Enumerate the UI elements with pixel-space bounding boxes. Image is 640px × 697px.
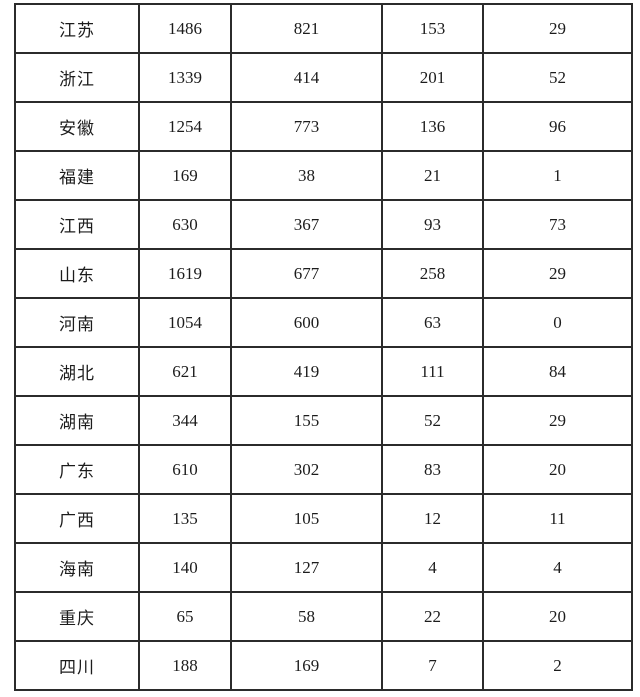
value-cell: 773 [231, 102, 383, 152]
value-cell: 344 [139, 396, 232, 446]
value-cell: 38 [231, 151, 383, 201]
value-cell: 20 [483, 445, 632, 495]
value-cell: 188 [139, 641, 232, 691]
value-cell: 1339 [139, 53, 232, 103]
table-row: 山东 1619 677 258 29 [15, 249, 632, 299]
value-cell: 96 [483, 102, 632, 152]
value-cell: 155 [231, 396, 383, 446]
value-cell: 302 [231, 445, 383, 495]
value-cell: 821 [231, 4, 383, 54]
value-cell: 7 [382, 641, 484, 691]
value-cell: 600 [231, 298, 383, 348]
region-name-cell: 安徽 [15, 102, 140, 152]
value-cell: 1 [483, 151, 632, 201]
table-row: 广西 135 105 12 11 [15, 494, 632, 544]
region-name-cell: 重庆 [15, 592, 140, 642]
value-cell: 136 [382, 102, 484, 152]
value-cell: 4 [483, 543, 632, 593]
table-row: 河南 1054 600 63 0 [15, 298, 632, 348]
value-cell: 11 [483, 494, 632, 544]
value-cell: 105 [231, 494, 383, 544]
value-cell: 58 [231, 592, 383, 642]
region-name-cell: 江西 [15, 200, 140, 250]
value-cell: 22 [382, 592, 484, 642]
table-row: 湖北 621 419 111 84 [15, 347, 632, 397]
table-row: 安徽 1254 773 136 96 [15, 102, 632, 152]
region-name-cell: 海南 [15, 543, 140, 593]
table-body: 江苏 1486 821 153 29 浙江 1339 414 201 52 安徽 1254 773 136… [15, 4, 632, 691]
table-row: 海南 140 127 4 4 [15, 543, 632, 593]
regional-statistics-table: 江苏 1486 821 153 29 浙江 1339 414 201 52 安徽 1254 773 136… [14, 3, 633, 691]
value-cell: 52 [382, 396, 484, 446]
value-cell: 630 [139, 200, 232, 250]
value-cell: 73 [483, 200, 632, 250]
value-cell: 258 [382, 249, 484, 299]
value-cell: 12 [382, 494, 484, 544]
value-cell: 29 [483, 396, 632, 446]
region-name-cell: 湖北 [15, 347, 140, 397]
value-cell: 84 [483, 347, 632, 397]
value-cell: 65 [139, 592, 232, 642]
value-cell: 1254 [139, 102, 232, 152]
table-row: 浙江 1339 414 201 52 [15, 53, 632, 103]
value-cell: 201 [382, 53, 484, 103]
region-name-cell: 山东 [15, 249, 140, 299]
value-cell: 2 [483, 641, 632, 691]
region-name-cell: 浙江 [15, 53, 140, 103]
data-table-container: 江苏 1486 821 153 29 浙江 1339 414 201 52 安徽 1254 773 136… [14, 3, 633, 691]
table-row: 广东 610 302 83 20 [15, 445, 632, 495]
region-name-cell: 广西 [15, 494, 140, 544]
table-row: 江西 630 367 93 73 [15, 200, 632, 250]
value-cell: 367 [231, 200, 383, 250]
value-cell: 140 [139, 543, 232, 593]
table-row: 重庆 65 58 22 20 [15, 592, 632, 642]
table-row: 江苏 1486 821 153 29 [15, 4, 632, 54]
value-cell: 4 [382, 543, 484, 593]
value-cell: 414 [231, 53, 383, 103]
value-cell: 1486 [139, 4, 232, 54]
value-cell: 169 [139, 151, 232, 201]
value-cell: 0 [483, 298, 632, 348]
value-cell: 610 [139, 445, 232, 495]
value-cell: 621 [139, 347, 232, 397]
value-cell: 677 [231, 249, 383, 299]
value-cell: 153 [382, 4, 484, 54]
value-cell: 127 [231, 543, 383, 593]
value-cell: 93 [382, 200, 484, 250]
value-cell: 111 [382, 347, 484, 397]
value-cell: 135 [139, 494, 232, 544]
region-name-cell: 江苏 [15, 4, 140, 54]
value-cell: 20 [483, 592, 632, 642]
value-cell: 1619 [139, 249, 232, 299]
value-cell: 29 [483, 4, 632, 54]
value-cell: 29 [483, 249, 632, 299]
table-row: 湖南 344 155 52 29 [15, 396, 632, 446]
value-cell: 63 [382, 298, 484, 348]
value-cell: 52 [483, 53, 632, 103]
value-cell: 169 [231, 641, 383, 691]
table-row: 福建 169 38 21 1 [15, 151, 632, 201]
value-cell: 1054 [139, 298, 232, 348]
region-name-cell: 广东 [15, 445, 140, 495]
region-name-cell: 四川 [15, 641, 140, 691]
region-name-cell: 河南 [15, 298, 140, 348]
region-name-cell: 湖南 [15, 396, 140, 446]
value-cell: 21 [382, 151, 484, 201]
value-cell: 83 [382, 445, 484, 495]
region-name-cell: 福建 [15, 151, 140, 201]
value-cell: 419 [231, 347, 383, 397]
table-row: 四川 188 169 7 2 [15, 641, 632, 691]
